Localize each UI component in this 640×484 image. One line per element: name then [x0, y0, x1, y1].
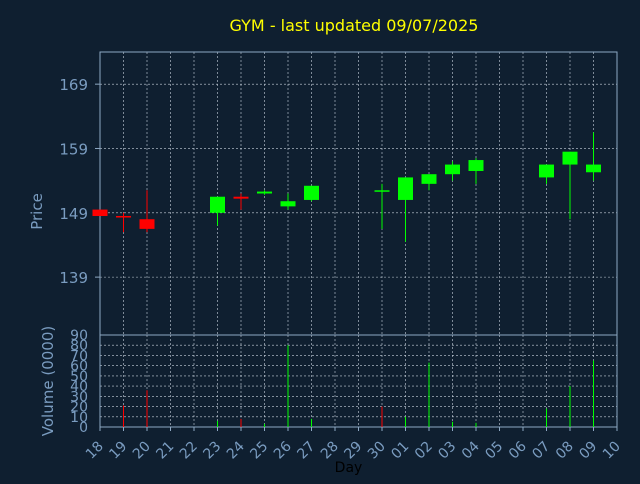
- candlestick: [374, 183, 390, 229]
- candle-body: [539, 164, 554, 178]
- candle-body: [421, 174, 437, 184]
- price-y-tick-label: 169: [59, 76, 88, 94]
- volume-y-tick-label: 70: [70, 348, 88, 364]
- candle-body: [92, 209, 108, 217]
- candlestick: [280, 193, 296, 210]
- volume-axis-label: Volume (0000): [39, 326, 57, 436]
- candlestick: [398, 177, 413, 242]
- candlestick: [468, 158, 484, 184]
- candle-body: [210, 196, 225, 213]
- volume-y-tick-label: 20: [70, 400, 88, 416]
- price-y-tick-label: 159: [59, 140, 88, 158]
- candle-body: [116, 216, 131, 218]
- candle-body: [233, 196, 249, 199]
- volume-y-tick-label: 0: [79, 420, 88, 436]
- chart-title: GYM - last updated 09/07/2025: [230, 16, 479, 35]
- candle-body: [139, 219, 155, 229]
- candle-body: [562, 151, 578, 165]
- price-y-tick-label: 139: [59, 269, 88, 287]
- candle-body: [586, 164, 601, 173]
- candlestick: [586, 132, 601, 181]
- candle-body: [374, 190, 390, 192]
- candlestick: [539, 164, 554, 184]
- candlestick: [233, 193, 249, 210]
- volume-y-tick-label: 80: [70, 338, 88, 354]
- candlestick: [92, 209, 108, 217]
- candlestick: [116, 212, 131, 233]
- candlestick: [210, 196, 225, 226]
- candle-body: [257, 191, 272, 194]
- candle-body: [304, 185, 319, 200]
- candle-body: [468, 160, 484, 171]
- candlestick: [257, 190, 272, 195]
- volume-y-tick-label: 60: [70, 359, 88, 375]
- x-axis-label: Day: [335, 460, 363, 476]
- candlestick: [304, 185, 319, 202]
- candlestick: [445, 161, 460, 181]
- candle-body: [398, 177, 413, 200]
- price-axis-label: Price: [28, 193, 46, 230]
- volume-y-tick-label: 40: [70, 379, 88, 395]
- volume-y-tick-label: 50: [70, 369, 88, 385]
- price-panel: 139 149 159 169 Price: [28, 51, 618, 336]
- candlestick: [421, 174, 437, 191]
- candlestick: [139, 190, 155, 233]
- volume-y-tick-label: 90: [70, 328, 88, 344]
- volume-y-tick-label: 30: [70, 389, 88, 405]
- candlestick: [562, 151, 578, 220]
- candle-body: [280, 201, 296, 207]
- candle-body: [445, 164, 460, 175]
- volume-y-tick-label: 10: [70, 410, 88, 426]
- price-y-tick-label: 149: [59, 205, 88, 223]
